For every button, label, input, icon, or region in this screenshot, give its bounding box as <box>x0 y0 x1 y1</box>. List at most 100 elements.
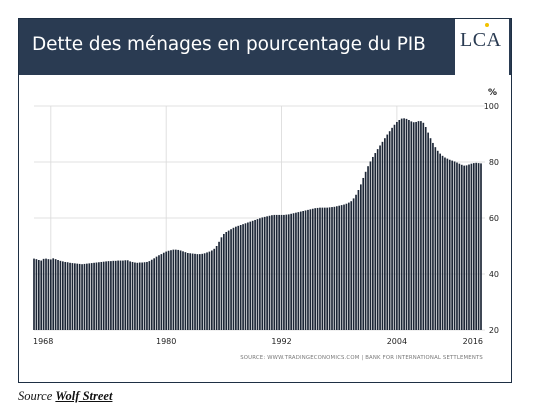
bar <box>52 258 55 330</box>
chart-header: Dette des ménages en pourcentage du PIB … <box>19 19 511 75</box>
bar <box>278 214 280 330</box>
bar <box>410 121 413 331</box>
bar <box>451 160 453 330</box>
bar <box>458 163 461 330</box>
bar <box>198 254 201 330</box>
bar <box>141 262 143 330</box>
bar <box>211 250 213 330</box>
chart-frame: Dette des ménages en pourcentage du PIB … <box>18 18 512 383</box>
y-tick-label: 20 <box>489 326 499 335</box>
bar <box>110 261 112 330</box>
bar <box>446 158 449 330</box>
bar <box>225 232 228 330</box>
y-tick-label: 40 <box>489 270 499 279</box>
bar <box>235 226 237 330</box>
bar-chart: 20 40 60 80 100% 1968 1980 1992 2004 2016 SOURCE: … <box>33 88 499 361</box>
bar <box>477 163 480 330</box>
bar <box>78 263 81 330</box>
bar <box>350 201 353 330</box>
bar <box>88 263 91 330</box>
bar <box>374 153 377 330</box>
bar <box>338 205 341 330</box>
bar <box>275 214 278 330</box>
bar <box>302 211 304 330</box>
bar <box>215 246 218 330</box>
bar <box>64 261 67 330</box>
bar <box>119 260 122 330</box>
bar <box>218 241 220 330</box>
bar <box>295 212 297 330</box>
bar <box>112 260 115 330</box>
bar <box>54 259 57 330</box>
bar <box>372 156 374 330</box>
bar <box>37 260 40 330</box>
bar <box>124 260 127 330</box>
bar <box>314 208 317 330</box>
bar <box>98 262 100 330</box>
bar <box>444 157 446 330</box>
bar <box>74 263 76 330</box>
bar <box>287 214 290 330</box>
logo-text: LCA <box>460 29 502 51</box>
bar <box>271 215 273 330</box>
bar <box>172 249 175 330</box>
bar <box>254 219 256 330</box>
bar <box>129 261 131 330</box>
bar <box>49 259 52 330</box>
bar <box>388 131 391 330</box>
bar <box>453 161 456 330</box>
bar <box>174 249 177 330</box>
bar <box>360 184 362 330</box>
bar <box>153 258 155 330</box>
bar <box>138 262 141 330</box>
bar <box>405 118 408 330</box>
bar <box>347 202 350 330</box>
bar <box>285 214 288 330</box>
bar <box>263 216 266 330</box>
bar <box>422 122 425 330</box>
bar <box>316 207 319 330</box>
bar <box>213 248 216 330</box>
bar <box>400 118 403 330</box>
bar <box>179 250 182 330</box>
bar <box>384 138 386 330</box>
bar <box>40 260 43 330</box>
bar <box>417 121 420 331</box>
bar <box>376 149 379 330</box>
chart-source: SOURCE: WWW.TRADINGECONOMICS.COM | BANK … <box>240 355 483 361</box>
y-tick-label: 100 <box>484 102 499 111</box>
bar <box>95 262 98 330</box>
bar <box>299 211 302 330</box>
bar <box>259 218 261 330</box>
bar <box>304 210 307 330</box>
bar <box>463 165 466 330</box>
bar <box>57 260 59 330</box>
bar <box>158 255 160 330</box>
bar <box>114 260 117 330</box>
bar <box>242 224 244 330</box>
bar <box>189 253 192 330</box>
bar <box>160 254 163 330</box>
source-link[interactable]: Wolf Street <box>55 389 113 403</box>
bar <box>367 166 369 330</box>
bar <box>33 258 35 330</box>
bar <box>297 212 300 330</box>
bar <box>290 213 292 330</box>
bar <box>266 216 268 330</box>
bar <box>364 171 367 330</box>
bar <box>475 162 478 330</box>
bar <box>100 261 103 330</box>
bar <box>177 249 180 330</box>
bar <box>424 127 427 330</box>
bar <box>472 163 475 330</box>
bar <box>184 252 187 330</box>
bar <box>403 118 405 330</box>
bar <box>230 229 232 330</box>
bar <box>196 254 199 330</box>
bar <box>427 132 429 330</box>
bar <box>335 206 338 330</box>
bar <box>247 222 249 330</box>
bar <box>434 147 437 330</box>
bar <box>415 121 417 331</box>
bar <box>59 260 62 330</box>
